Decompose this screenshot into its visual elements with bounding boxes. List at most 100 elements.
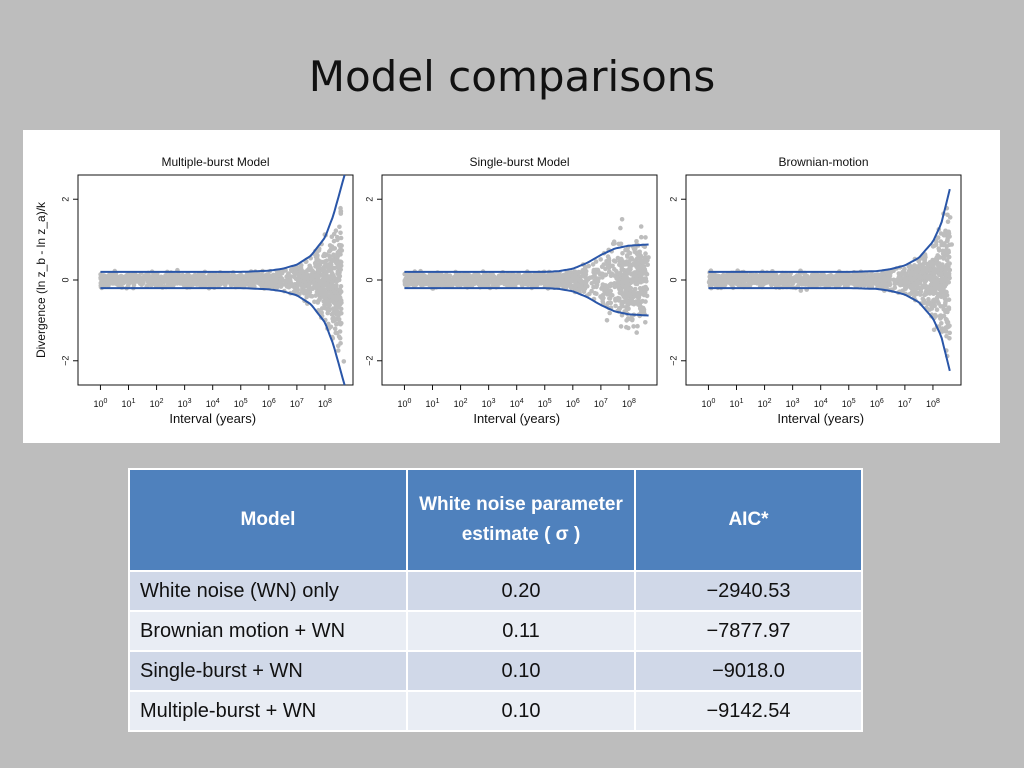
data-point	[334, 322, 339, 327]
slide-title: Model comparisons	[308, 52, 716, 101]
x-tick-label: 104	[206, 398, 220, 409]
data-point	[327, 254, 333, 259]
data-point	[634, 281, 640, 287]
data-point	[881, 275, 887, 281]
data-point	[222, 277, 227, 283]
chart-title: Brownian-motion	[778, 155, 868, 169]
data-point	[612, 284, 617, 290]
data-point	[536, 280, 542, 286]
data-point	[301, 290, 307, 296]
envelope-lower-line	[404, 287, 649, 317]
data-point	[620, 251, 625, 256]
data-point	[943, 325, 949, 330]
data-point	[314, 257, 319, 263]
data-point	[608, 292, 613, 298]
data-point	[887, 282, 893, 287]
data-point	[467, 276, 473, 282]
data-point	[629, 279, 635, 284]
chart-title: Single-burst Model	[469, 155, 569, 169]
data-point	[640, 264, 645, 270]
x-tick-label: 101	[122, 398, 136, 409]
data-point	[118, 279, 124, 285]
data-point	[629, 263, 634, 268]
data-point	[124, 277, 130, 283]
data-point	[430, 276, 435, 281]
data-point	[645, 262, 650, 267]
data-point	[619, 300, 624, 306]
x-tick-label: 100	[701, 398, 715, 409]
data-point	[633, 246, 638, 251]
cell-model: Single-burst + WN	[128, 650, 408, 692]
x-tick-label: 101	[730, 398, 744, 409]
data-point	[239, 280, 245, 285]
data-point	[175, 278, 180, 283]
data-point	[745, 276, 751, 281]
data-point	[637, 286, 643, 291]
data-point	[337, 335, 343, 341]
data-point	[908, 272, 913, 278]
data-point	[541, 280, 546, 286]
data-point	[338, 235, 344, 241]
data-point	[619, 217, 625, 222]
data-point	[629, 255, 634, 261]
data-point	[638, 289, 644, 295]
data-point	[560, 283, 566, 289]
data-point	[324, 258, 330, 263]
data-point	[626, 306, 631, 312]
data-point	[112, 274, 118, 279]
envelope-upper-line	[100, 174, 346, 273]
scatter-points	[402, 217, 651, 335]
data-point	[276, 269, 282, 275]
data-point	[529, 275, 535, 280]
x-tick-label: 102	[454, 398, 468, 409]
data-point	[929, 302, 934, 308]
data-point	[265, 272, 271, 277]
data-point	[618, 225, 623, 231]
y-tick-label: 2	[668, 197, 678, 202]
data-point	[596, 270, 601, 275]
scatter-points	[706, 205, 954, 359]
data-point	[846, 272, 851, 277]
data-point	[807, 276, 812, 282]
table-row: White noise (WN) only 0.20 −2940.53	[128, 570, 863, 612]
data-point	[934, 307, 940, 312]
data-point	[923, 290, 928, 295]
data-point	[205, 275, 211, 281]
data-point	[593, 259, 599, 264]
data-point	[634, 330, 639, 335]
data-point	[773, 282, 779, 288]
data-point	[338, 205, 343, 211]
data-point	[859, 272, 865, 277]
data-point	[607, 288, 612, 293]
data-point	[321, 253, 326, 259]
x-tick-label: 108	[318, 398, 332, 409]
x-tick-label: 104	[510, 398, 524, 409]
data-point	[330, 257, 336, 262]
data-point	[646, 255, 651, 260]
data-point	[335, 271, 340, 276]
data-point	[769, 273, 774, 279]
data-point	[404, 273, 410, 279]
data-point	[521, 276, 526, 281]
table-row: Single-burst + WN 0.10 −9018.0	[128, 650, 863, 692]
data-point	[625, 301, 630, 307]
data-point	[623, 247, 628, 253]
x-tick-label: 100	[397, 398, 411, 409]
data-point	[322, 292, 327, 298]
data-point	[313, 293, 318, 298]
data-point	[616, 241, 622, 247]
data-point	[337, 287, 343, 292]
y-tick-label: −2	[364, 356, 374, 366]
scatter-points	[98, 205, 347, 364]
data-point	[931, 298, 936, 303]
cell-sigma: 0.10	[406, 650, 636, 692]
data-point	[748, 272, 754, 278]
data-point	[586, 263, 591, 269]
data-point	[133, 279, 139, 284]
data-point	[525, 282, 531, 288]
data-point	[323, 262, 328, 267]
data-point	[438, 278, 443, 284]
data-point	[158, 282, 164, 288]
data-point	[607, 282, 612, 288]
data-point	[937, 287, 942, 292]
